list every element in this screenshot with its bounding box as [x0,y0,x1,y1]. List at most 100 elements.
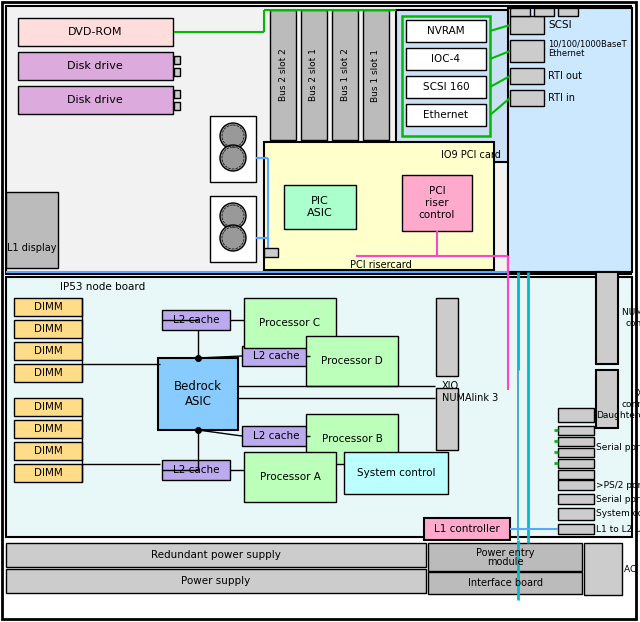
Bar [162,460,230,480]
Text: NUMAlink 3: NUMAlink 3 [442,393,499,403]
Bar [436,388,458,450]
Bar [306,336,398,386]
Bar [306,414,398,464]
Bar [510,8,530,16]
Text: DVD-ROM: DVD-ROM [68,27,122,37]
Text: IO9 PCI card: IO9 PCI card [441,150,501,160]
Text: RTI in: RTI in [548,93,575,103]
Bar [174,90,180,98]
Text: Power supply: Power supply [181,576,251,586]
Bar [244,452,336,502]
Bar [174,56,180,64]
Text: Interface board: Interface board [467,578,543,588]
Bar [558,459,594,468]
Text: Redundant power supply: Redundant power supply [151,550,281,560]
Bar [428,572,582,594]
Text: SCSI 160: SCSI 160 [422,82,469,92]
Bar [558,470,594,479]
Text: NVRAM: NVRAM [427,26,465,36]
Bar [402,16,490,136]
Bar [162,310,230,330]
Bar [363,10,389,140]
Text: L2 cache: L2 cache [253,351,300,361]
Text: PIC
ASIC: PIC ASIC [307,196,333,218]
Bar [14,298,82,316]
Text: 10/100/1000BaseT: 10/100/1000BaseT [548,40,627,49]
Bar [510,90,544,106]
Text: Power entry: Power entry [476,548,534,558]
Bar [534,8,554,16]
Bar [242,426,310,446]
Text: AC power entry: AC power entry [624,565,640,573]
Text: DIMM: DIMM [34,302,62,312]
Text: DIMM: DIMM [34,368,62,378]
Bar [510,40,544,62]
Text: PCI
riser
control: PCI riser control [419,187,455,220]
Bar [264,248,278,257]
Bar [14,442,82,460]
Bar [158,358,238,430]
Text: XIO
connector: XIO connector [622,389,640,409]
Bar [558,426,594,435]
Bar [396,10,546,162]
Text: IP53 node board: IP53 node board [60,282,145,292]
Text: Disk drive: Disk drive [67,95,123,105]
Bar [558,480,594,490]
Text: System control: System control [356,468,435,478]
Bar [558,448,594,457]
Text: Processor D: Processor D [321,356,383,366]
Bar [406,104,486,126]
Bar [558,494,594,504]
Bar [14,420,82,438]
Text: DIMM: DIMM [34,424,62,434]
Circle shape [220,145,246,171]
Text: DIMM: DIMM [34,402,62,412]
Text: Processor B: Processor B [321,434,383,444]
Text: XIO: XIO [442,381,459,391]
Bar [14,398,82,416]
Bar [14,464,82,482]
Bar [14,364,82,382]
Text: Processor C: Processor C [259,318,321,328]
Bar [14,342,82,360]
Bar [558,8,578,16]
Text: DIMM: DIMM [34,446,62,456]
Circle shape [220,203,246,229]
Text: Daughtercard: Daughtercard [596,411,640,419]
Bar [558,437,594,446]
Bar [14,320,82,338]
Text: Bedrock
ASIC: Bedrock ASIC [174,380,222,408]
Bar [406,48,486,70]
Bar [344,452,448,494]
Text: Bus 1 slot 2: Bus 1 slot 2 [340,49,349,101]
Circle shape [220,123,246,149]
Text: L2 cache: L2 cache [173,315,220,325]
Bar [558,524,594,534]
Bar [301,10,327,140]
Bar [6,6,631,274]
Text: RTI out: RTI out [548,71,582,81]
Text: Bus 1 slot 1: Bus 1 slot 1 [371,49,381,101]
Text: L2 cache: L2 cache [173,465,220,475]
Text: IOC-4: IOC-4 [431,54,461,64]
Bar [558,408,594,422]
Text: Ethernet: Ethernet [424,110,468,120]
Text: L1 display: L1 display [7,243,57,253]
Text: PCI risercard: PCI risercard [350,260,412,270]
Bar [508,8,632,272]
Bar [596,370,618,428]
Text: Processor A: Processor A [260,472,321,482]
Text: Serial port: Serial port [596,494,640,503]
Text: Bus 2 slot 2: Bus 2 slot 2 [278,49,287,101]
Bar [174,102,180,110]
Bar [6,192,58,268]
Text: DIMM: DIMM [34,324,62,334]
Bar [406,20,486,42]
Text: DIMM: DIMM [34,468,62,478]
Text: L1 controller: L1 controller [434,524,500,534]
Bar [332,10,358,140]
Bar [402,175,472,231]
Bar [264,142,494,270]
Bar [18,18,173,46]
Text: NUMAlink 3
connector: NUMAlink 3 connector [622,309,640,328]
